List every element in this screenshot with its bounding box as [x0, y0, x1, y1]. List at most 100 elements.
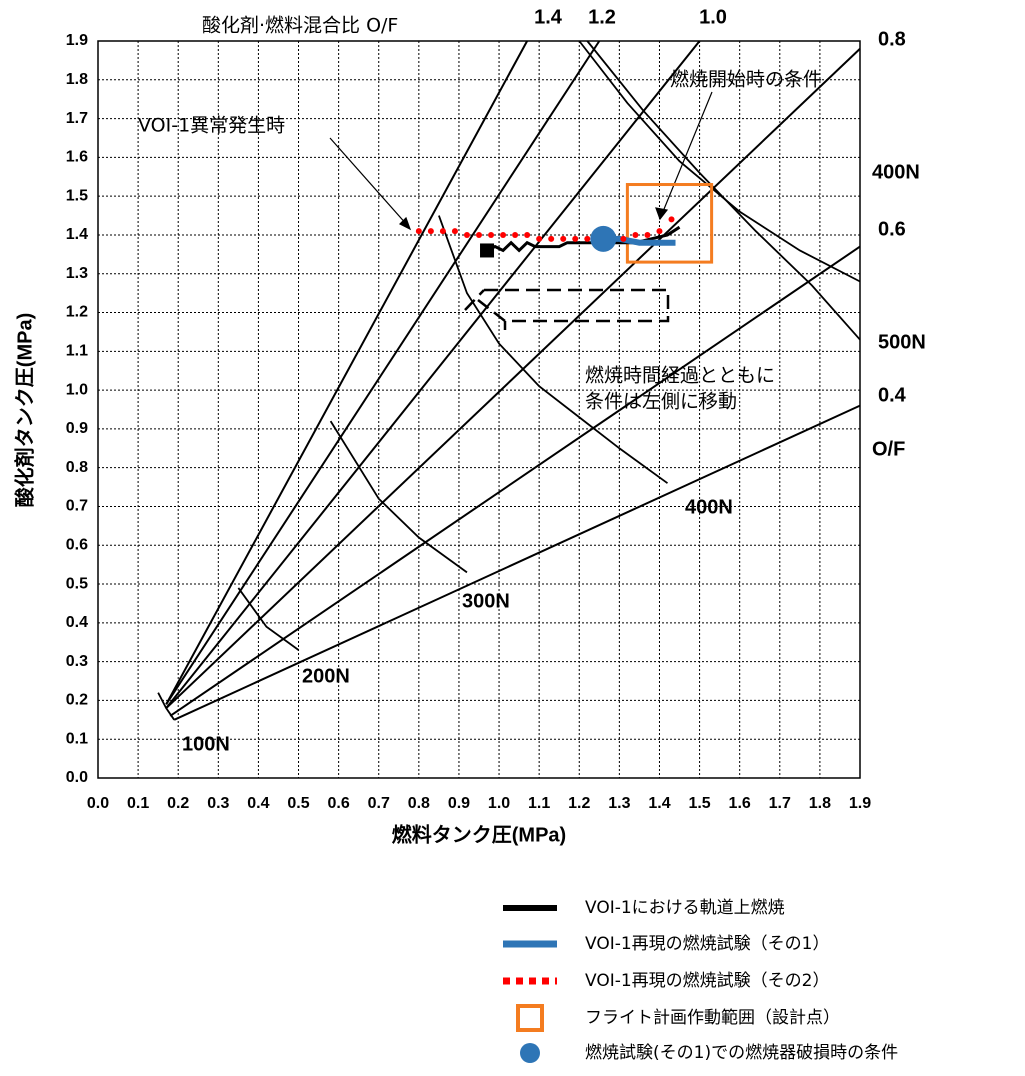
- point: [548, 235, 555, 242]
- x-tick-label: 1.1: [528, 795, 550, 812]
- of-label: 0.8: [878, 28, 906, 50]
- x-tick-label: 0.8: [408, 795, 430, 812]
- arrow-head: [398, 216, 412, 231]
- x-tick-label: 0.6: [328, 795, 350, 812]
- y-tick-label: 1.4: [66, 226, 88, 243]
- of-line: [165, 40, 701, 709]
- thrust-label: 400N: [872, 161, 920, 183]
- y-tick-label: 0.7: [66, 498, 88, 515]
- y-tick-label: 0.1: [66, 730, 88, 747]
- y-tick-label: 0.2: [66, 692, 88, 709]
- y-tick-label: 1.7: [66, 110, 88, 127]
- x-tick-label: 1.5: [688, 795, 710, 812]
- x-tick-label: 1.7: [769, 795, 791, 812]
- point: [451, 228, 458, 235]
- x-tick-label: 1.8: [809, 795, 831, 812]
- plot-frame: [97, 40, 861, 779]
- thrust-label: 400N: [685, 496, 733, 518]
- point: [488, 231, 495, 238]
- annotation: 条件は左側に移動: [585, 391, 737, 413]
- y-tick-label: 0.5: [66, 575, 88, 592]
- damage-point: [590, 225, 617, 252]
- point: [415, 228, 422, 235]
- x-axis-title: 燃料タンク圧(MPa): [392, 822, 566, 846]
- point: [644, 231, 651, 238]
- x-tick-label: 0.1: [127, 795, 149, 812]
- legend-label: フライト計画作動範囲（設計点）: [585, 1008, 840, 1028]
- of-label: 1.2: [588, 6, 616, 28]
- y-tick-label: 1.0: [66, 381, 88, 398]
- thrust-curve: [438, 215, 669, 484]
- y-tick-label: 1.3: [66, 265, 88, 282]
- point: [536, 235, 543, 242]
- point: [500, 231, 507, 238]
- design-range: [625, 183, 714, 264]
- thrust-label: 500N: [878, 331, 926, 353]
- y-tick-label: 1.1: [66, 343, 88, 360]
- of-line: [165, 48, 861, 709]
- thrust-curve: [586, 40, 861, 341]
- point: [668, 216, 675, 223]
- of-label: 0.6: [878, 218, 906, 240]
- annotation: VOI-1異常発生時: [138, 115, 285, 137]
- legend-swatch: [520, 1043, 540, 1063]
- of-line: [165, 40, 601, 705]
- point: [632, 231, 639, 238]
- y-tick-label: 0.4: [66, 614, 88, 631]
- x-tick-label: 1.9: [849, 795, 871, 812]
- arrow-head: [655, 207, 669, 221]
- start-marker: [480, 243, 495, 258]
- y-tick-label: 1.6: [66, 149, 88, 166]
- legend-label: VOI-1における軌道上燃焼: [585, 898, 785, 918]
- of-label: 1.4: [534, 6, 563, 28]
- point: [439, 228, 446, 235]
- y-tick-label: 1.9: [66, 32, 88, 49]
- legend-label: 燃焼試験(その1)での燃焼器破損時の条件: [585, 1043, 898, 1063]
- arrow: [329, 137, 409, 227]
- x-tick-label: 0.5: [287, 795, 309, 812]
- thrust-curve: [237, 587, 300, 651]
- x-tick-label: 1.3: [608, 795, 630, 812]
- annotation: 燃焼時間経過とともに: [585, 365, 775, 387]
- point: [572, 235, 579, 242]
- legend-label: VOI-1再現の燃焼試験（その1）: [585, 934, 830, 954]
- point: [620, 235, 627, 242]
- y-tick-label: 0.0: [66, 769, 88, 786]
- of-axis-label: O/F: [872, 438, 905, 460]
- point: [463, 231, 470, 238]
- x-tick-label: 1.6: [729, 795, 751, 812]
- thrust-label: 100N: [182, 733, 230, 755]
- legend-swatch: [516, 1004, 544, 1032]
- point: [427, 228, 434, 235]
- thrust-label: 200N: [302, 665, 350, 687]
- x-tick-label: 0.9: [448, 795, 470, 812]
- y-tick-label: 0.8: [66, 459, 88, 476]
- x-tick-label: 0.3: [207, 795, 229, 812]
- y-tick-label: 1.5: [66, 187, 88, 204]
- of-label: 0.4: [878, 384, 907, 406]
- thrust-curve: [157, 692, 175, 721]
- point: [512, 231, 519, 238]
- y-tick-label: 0.9: [66, 420, 88, 437]
- of-line: [173, 404, 861, 721]
- point: [524, 231, 531, 238]
- x-tick-label: 0.0: [87, 795, 109, 812]
- y-tick-label: 0.3: [66, 653, 88, 670]
- x-tick-label: 0.2: [167, 795, 189, 812]
- y-axis-title: 酸化剤タンク圧(MPa): [12, 313, 36, 507]
- of-line: [169, 245, 861, 717]
- thrust-curve: [329, 420, 468, 574]
- point: [656, 228, 663, 235]
- point: [560, 235, 567, 242]
- thrust-label: 300N: [462, 590, 510, 612]
- y-tick-label: 1.8: [66, 71, 88, 88]
- of-label: 1.0: [699, 6, 727, 28]
- point: [584, 235, 591, 242]
- x-tick-label: 1.4: [648, 795, 670, 812]
- x-tick-label: 0.7: [368, 795, 390, 812]
- y-tick-label: 1.2: [66, 304, 88, 321]
- x-tick-label: 1.0: [488, 795, 510, 812]
- dashed-region: [464, 288, 670, 330]
- point: [476, 231, 482, 238]
